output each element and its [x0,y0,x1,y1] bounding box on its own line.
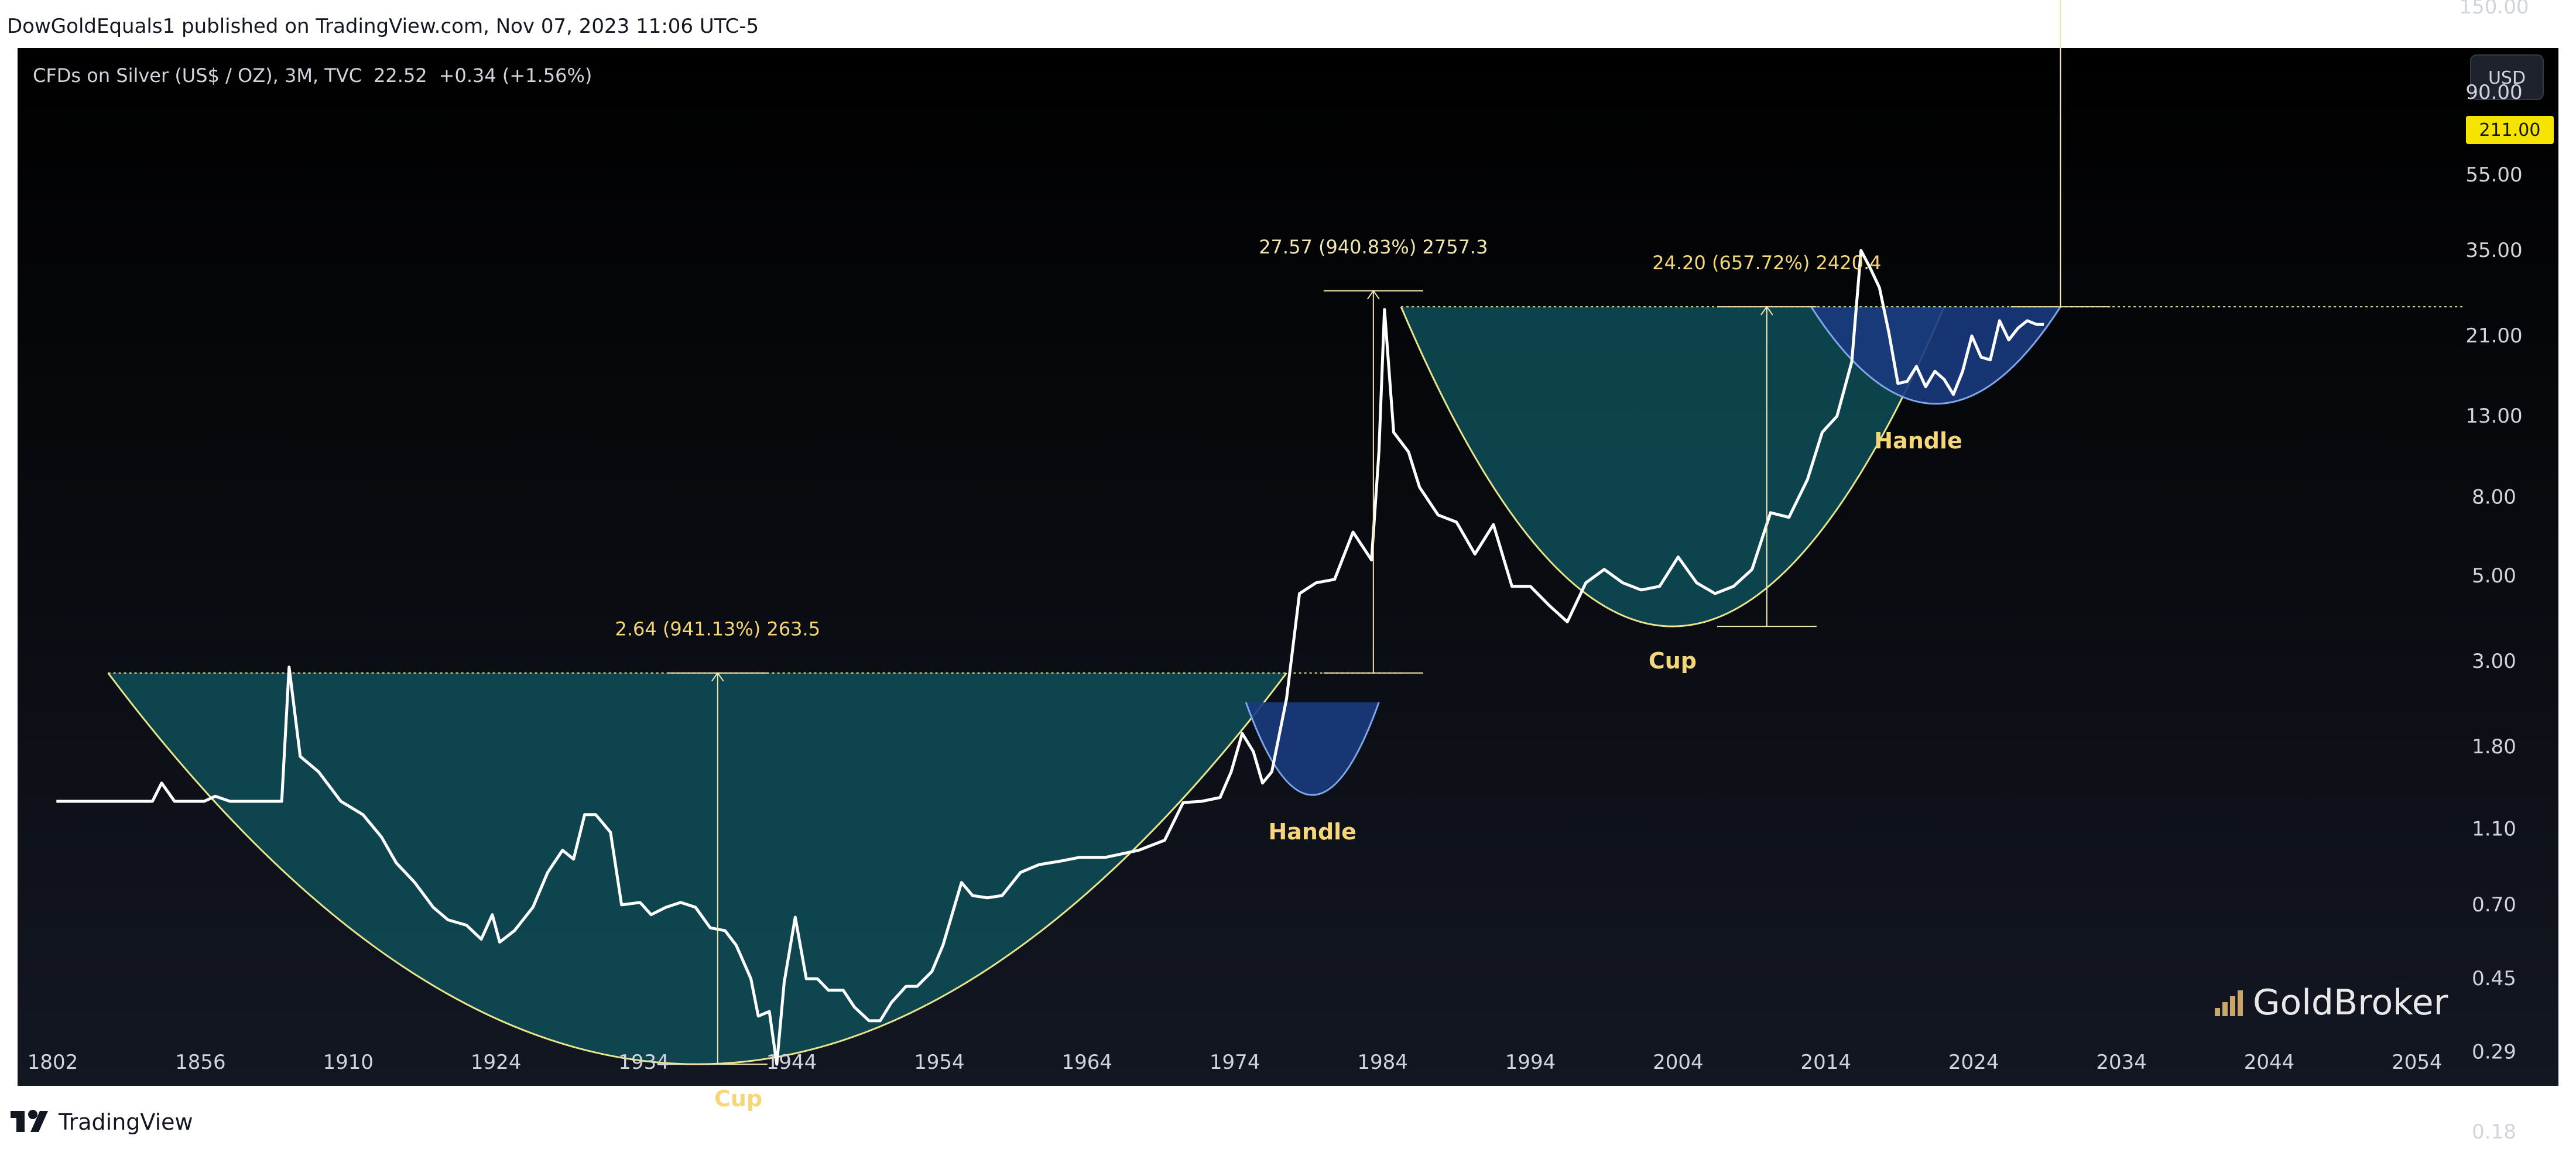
tradingview-logo[interactable]: TradingView [11,1109,193,1135]
handle-curve-2 [1810,306,2061,405]
price-axis[interactable]: 150.00 90.00 55.00 35.00 21.00 13.00 8.00 5.00 3… [2459,0,2529,1144]
cup-curve-2 [1400,306,1945,627]
cup-fills [107,306,2061,1065]
cup-label-2: Cup [1649,648,1697,674]
x-tick-label: 2004 [1653,1051,1704,1074]
y-tick-label: 21.00 [2465,324,2522,348]
tradingview-brand: TradingView [58,1109,193,1135]
x-tick-label: 2054 [2392,1051,2443,1074]
measurement-4: 183.77 (657.70%) 18376.7 [2010,0,2111,308]
y-tick-label: 8.00 [2472,486,2516,509]
measurement-label-3: 24.20 (657.72%) 2420.4 [1652,252,1881,274]
pattern-labels: Cup Cup Handle Handle [714,428,1962,1112]
measurement-3: 24.20 (657.72%) 2420.4 [1652,252,1881,627]
goldbroker-watermark: GoldBroker [2215,982,2448,1023]
measurement-label-1: 2.64 (941.13%) 263.5 [615,618,821,640]
watermark-text: GoldBroker [2253,982,2448,1023]
x-tick-label: 2034 [2096,1051,2147,1074]
x-tick-label: 1994 [1505,1051,1556,1074]
svg-text:USD: USD [2488,68,2526,88]
y-tick-label: 13.00 [2465,404,2522,428]
measurement-label-2: 27.57 (940.83%) 2757.3 [1259,236,1488,258]
x-tick-label: 1802 [28,1051,78,1074]
y-tick-label: 1.10 [2472,818,2516,841]
x-tick-label: 1944 [766,1051,817,1074]
x-tick-label: 2044 [2244,1051,2295,1074]
x-tick-label: 1964 [1062,1051,1113,1074]
measurement-2: 27.57 (940.83%) 2757.3 [1259,236,1488,674]
price-axis-label-tag: 211.00 [2466,116,2554,144]
y-tick-label: 5.00 [2472,564,2516,588]
y-tick-label: 3.00 [2472,650,2516,673]
y-tick-label: 1.80 [2472,735,2516,759]
x-tick-label: 1954 [914,1051,965,1074]
y-tick-label: 35.00 [2465,239,2522,262]
y-tick-label: 0.45 [2472,967,2516,990]
currency-button[interactable]: USD [2470,54,2544,100]
publish-info: DowGoldEquals1 published on TradingView.… [7,15,759,38]
tradingview-logo-icon [11,1110,48,1132]
y-tick-label: 55.00 [2465,163,2522,187]
x-tick-label: 2024 [1948,1051,1999,1074]
measurement-1: 2.64 (941.13%) 263.5 [615,618,821,1065]
time-axis[interactable]: 1802 1856 1910 1924 1934 1944 1954 1964 1974 1984… [28,1051,2443,1074]
y-tick-label: 150.00 [2459,0,2529,19]
price-tag-value: 211.00 [2479,120,2541,140]
y-tick-label: 0.29 [2472,1041,2516,1064]
symbol-info[interactable]: CFDs on Silver (US$ / OZ), 3M, TVC 22.52 +… [33,64,592,87]
measurement-tools: 2.64 (941.13%) 263.5 27.57 (940.83%) 2757… [615,0,2111,1065]
price-series [56,249,2044,1066]
handle-label-2: Handle [1874,428,1962,454]
x-tick-label: 1934 [618,1051,669,1074]
handle-label-1: Handle [1268,819,1356,845]
y-tick-label: 0.70 [2472,893,2516,917]
y-tick-label: 90.00 [2465,81,2522,104]
x-tick-label: 1910 [323,1051,374,1074]
x-tick-label: 1924 [471,1051,522,1074]
rim-lines [108,306,2465,674]
silver-price-line [56,249,2044,1066]
cup-label-1: Cup [714,1086,762,1112]
x-tick-label: 1974 [1210,1051,1260,1074]
y-tick-label: 0.18 [2472,1120,2516,1144]
handle-curve-1 [1245,702,1380,796]
x-tick-label: 2014 [1801,1051,1852,1074]
x-tick-label: 1984 [1357,1051,1408,1074]
x-tick-label: 1856 [175,1051,226,1074]
